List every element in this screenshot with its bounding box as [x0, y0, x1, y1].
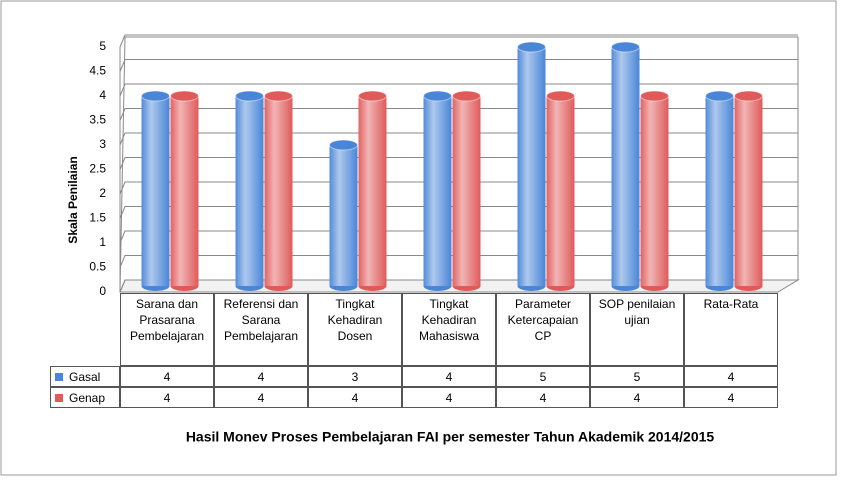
bar-shade [705, 96, 734, 286]
legend-cell: Genap [50, 387, 120, 408]
table-value: 4 [120, 387, 214, 408]
bar-shade [141, 96, 170, 286]
bar-top [734, 90, 763, 102]
y-tick-label: 4.5 [89, 64, 106, 78]
table-value: 4 [590, 387, 684, 408]
bar-shade [611, 47, 640, 286]
table-value: 4 [402, 387, 496, 408]
chart-title: Hasil Monev Proses Pembelajaran FAI per … [186, 429, 715, 445]
bar-top [611, 41, 640, 53]
y-tick-label: 5 [99, 39, 106, 53]
legend-label: Genap [69, 391, 106, 405]
table-value: 5 [590, 366, 684, 387]
bar-shade [235, 96, 264, 286]
table-value: 4 [496, 387, 590, 408]
legend-swatch [55, 373, 63, 381]
bar-top [170, 90, 199, 102]
table-value: 4 [684, 387, 778, 408]
x-tick-label: Tingkat Kehadiran Mahasiswa [402, 293, 496, 366]
y-tick-label: 3.5 [89, 113, 106, 127]
x-tick-label: Tingkat Kehadiran Dosen [308, 293, 402, 366]
x-tick-label: Sarana dan Prasarana Pembelajaran [120, 293, 214, 366]
bar-shade [423, 96, 452, 286]
y-tick-label: 3 [99, 137, 106, 151]
table-value: 4 [402, 366, 496, 387]
bar-top [517, 41, 546, 53]
bar-top [546, 90, 575, 102]
table-value: 4 [308, 387, 402, 408]
table-value: 5 [496, 366, 590, 387]
x-tick-label: Parameter Ketercapaian CP [496, 293, 590, 366]
table-value: 4 [684, 366, 778, 387]
bar-top [452, 90, 481, 102]
y-tick-label: 0.5 [89, 260, 106, 274]
bar-top [705, 90, 734, 102]
legend-label: Gasal [69, 370, 101, 384]
grid-line [119, 59, 798, 72]
bar-top [141, 90, 170, 102]
bar-shade [329, 145, 358, 286]
x-tick-label: SOP penilaian ujian [590, 293, 684, 366]
table-value: 4 [214, 366, 308, 387]
bar-shade [170, 96, 199, 286]
bar-shade [640, 96, 669, 286]
bar-shade [546, 96, 575, 286]
bar-top [235, 90, 264, 102]
bar-shade [358, 96, 387, 286]
bar-shade [734, 96, 763, 286]
bar-top [640, 90, 669, 102]
bar-shade [517, 47, 546, 286]
table-value: 4 [214, 387, 308, 408]
bar-shade [452, 96, 481, 286]
y-axis-label: Skala Penilaian [66, 156, 80, 243]
bar-top [358, 90, 387, 102]
bar-top [264, 90, 293, 102]
y-tick-label: 1.5 [89, 211, 106, 225]
legend-swatch [55, 394, 63, 402]
y-tick-label: 4 [99, 88, 106, 102]
grid-line [119, 83, 798, 97]
legend-cell: Gasal [50, 366, 120, 387]
table-value: 3 [308, 366, 402, 387]
y-tick-label: 1 [99, 235, 106, 249]
grid-line [119, 34, 798, 48]
bar-top [423, 90, 452, 102]
table-value: 4 [120, 366, 214, 387]
bar-top [329, 139, 358, 151]
x-tick-label: Referensi dan Sarana Pembelajaran [214, 293, 308, 366]
y-tick-label: 0 [99, 284, 106, 298]
bar-shade [264, 96, 293, 286]
y-tick-label: 2 [99, 186, 106, 200]
y-tick-label: 2.5 [89, 162, 106, 176]
x-tick-label: Rata-Rata [684, 293, 778, 366]
